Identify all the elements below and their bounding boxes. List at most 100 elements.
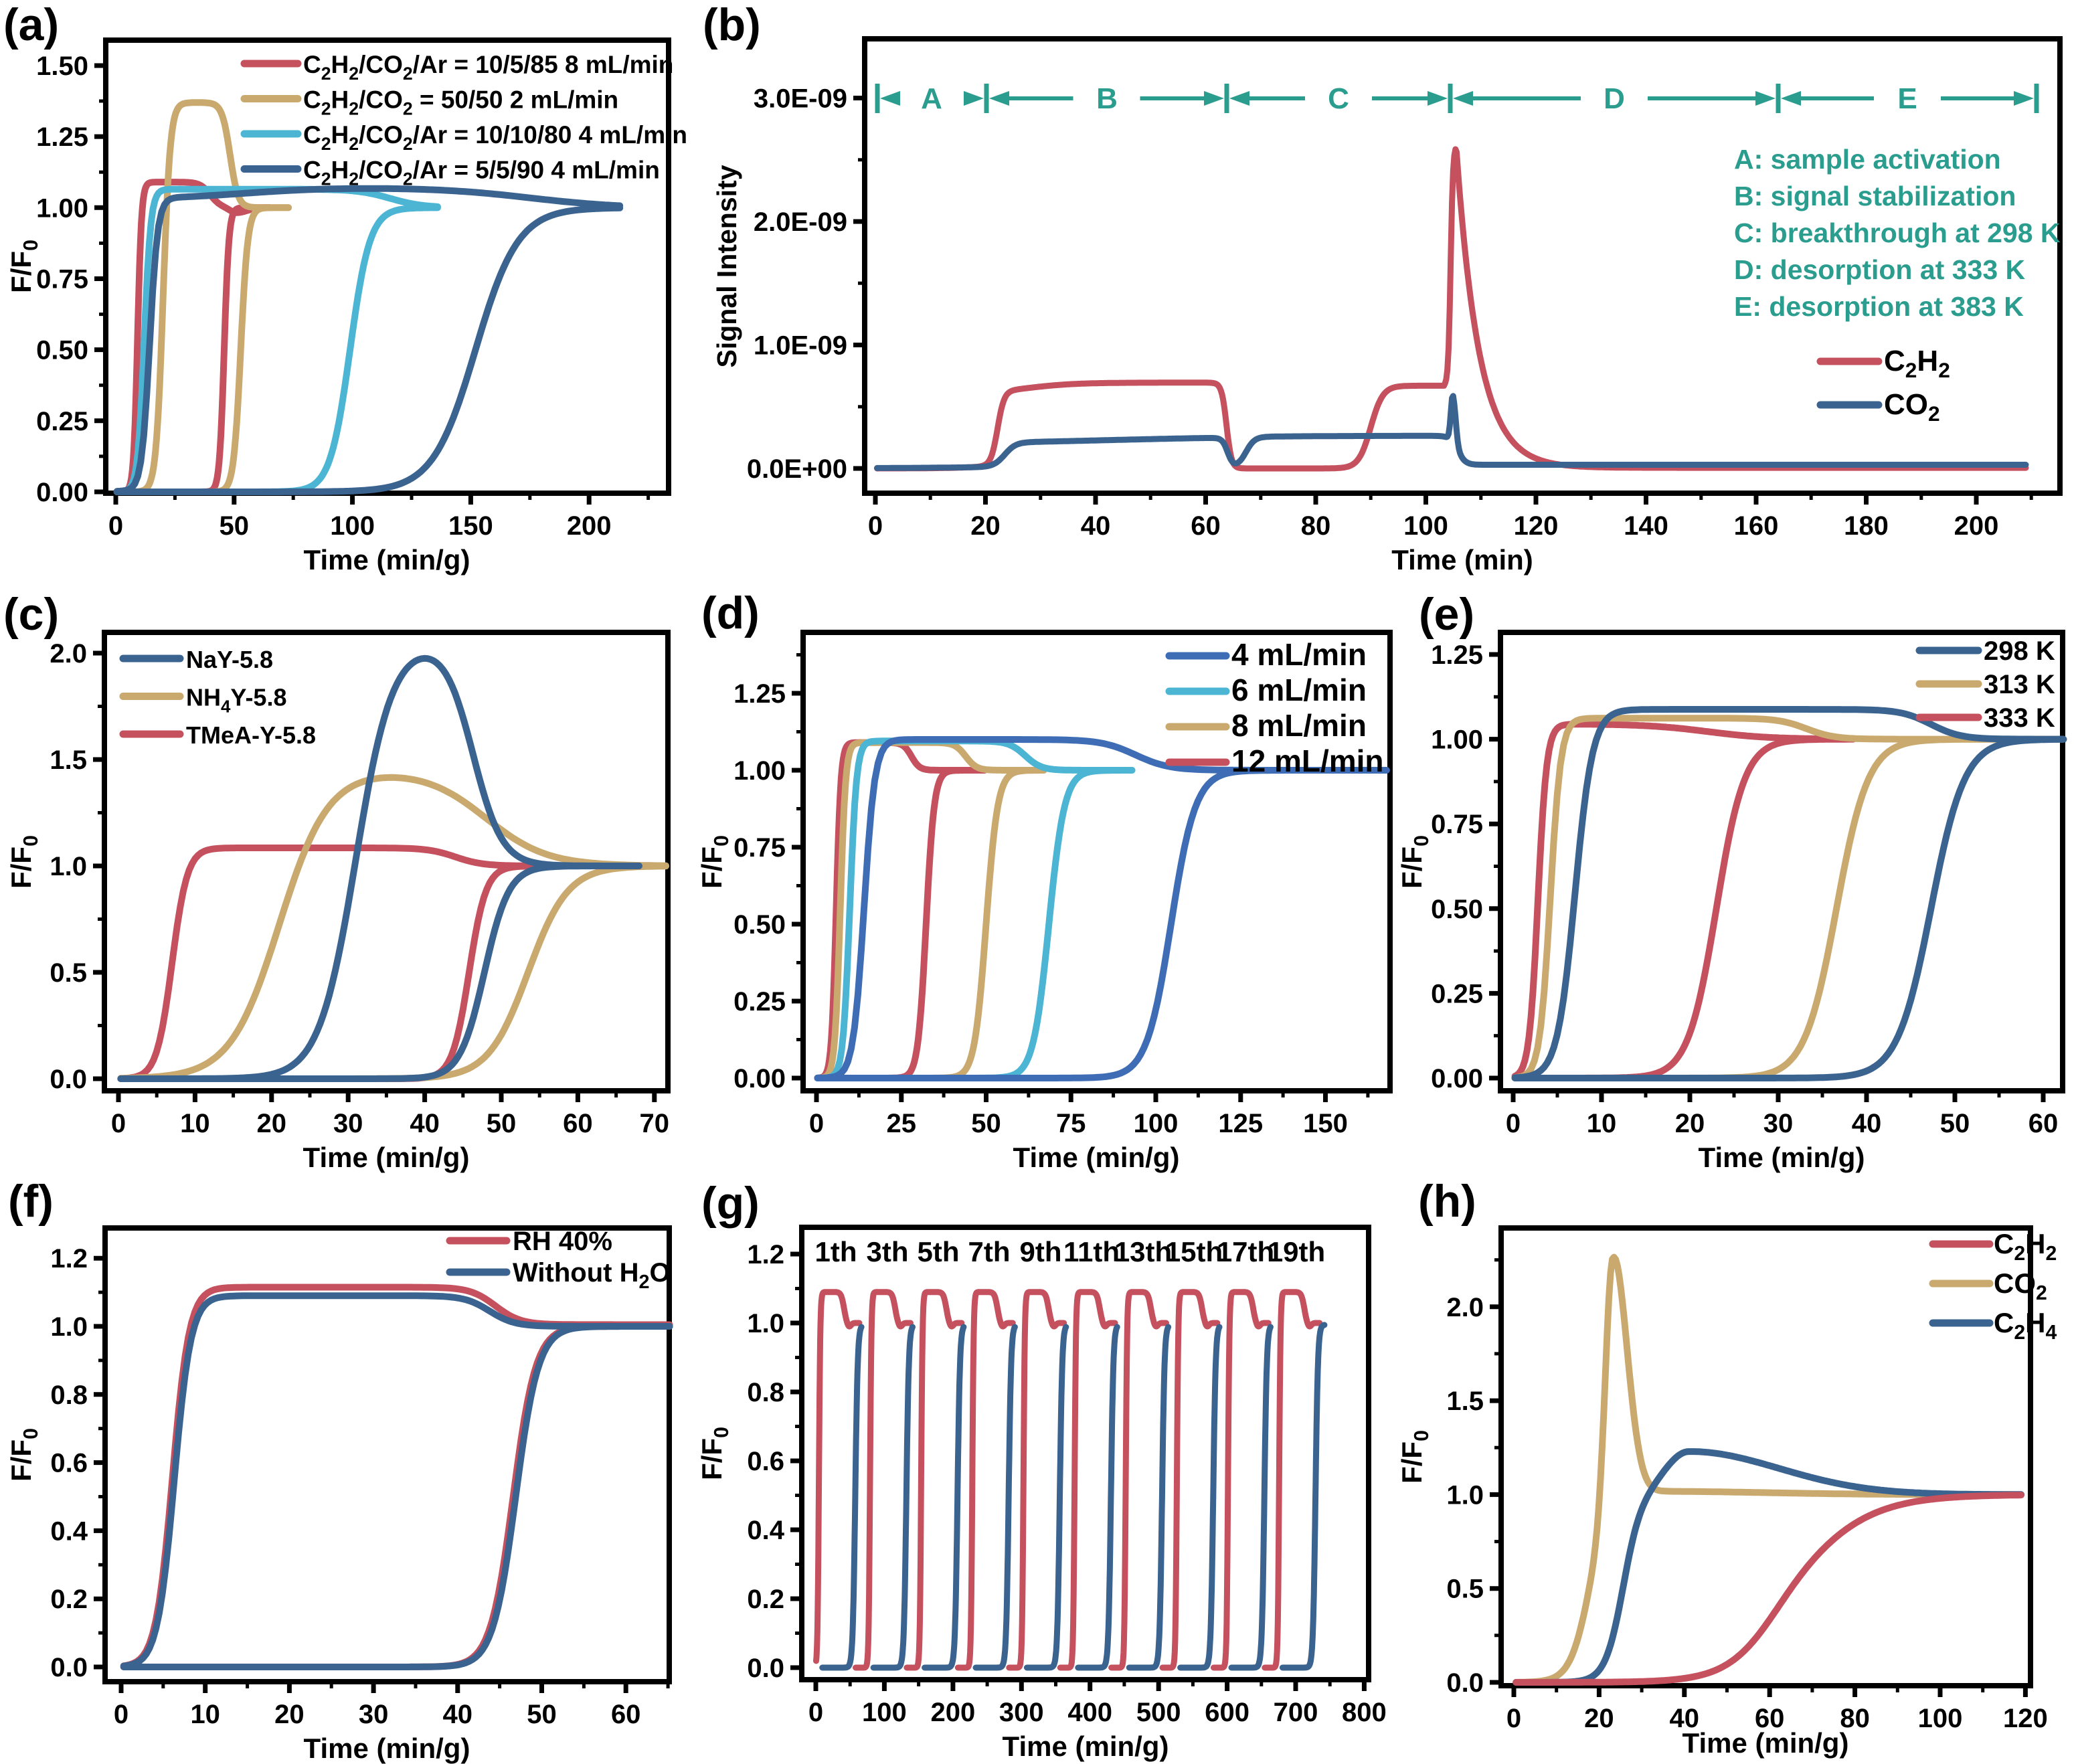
svg-text:5th: 5th — [918, 1236, 960, 1267]
svg-text:NaY-5.8: NaY-5.8 — [186, 646, 273, 673]
svg-text:0.8: 0.8 — [50, 1381, 88, 1410]
svg-text:0: 0 — [114, 1700, 128, 1729]
svg-text:Time (min/g): Time (min/g) — [1003, 1731, 1169, 1762]
svg-text:1.0: 1.0 — [1446, 1480, 1484, 1510]
svg-text:160: 160 — [1734, 511, 1779, 541]
svg-text:700: 700 — [1274, 1698, 1318, 1727]
svg-text:1.00: 1.00 — [36, 193, 88, 223]
svg-text:Time (min): Time (min) — [1391, 544, 1533, 576]
svg-text:0.0: 0.0 — [1446, 1668, 1484, 1698]
svg-text:1th: 1th — [815, 1236, 857, 1267]
svg-text:0.6: 0.6 — [747, 1447, 784, 1476]
svg-text:1.2: 1.2 — [747, 1240, 784, 1269]
svg-text:40: 40 — [1670, 1704, 1700, 1733]
svg-text:Time (min/g): Time (min/g) — [1699, 1142, 1865, 1173]
svg-text:NH4​Y-5.8: NH4​Y-5.8 — [186, 684, 286, 717]
svg-text:50: 50 — [527, 1700, 557, 1729]
svg-text:0: 0 — [111, 1109, 126, 1138]
svg-text:17th: 17th — [1217, 1236, 1274, 1267]
svg-text:19th: 19th — [1268, 1236, 1325, 1267]
svg-text:60: 60 — [1755, 1704, 1785, 1733]
svg-text:11th: 11th — [1063, 1236, 1120, 1267]
svg-text:20: 20 — [1584, 1704, 1614, 1733]
svg-text:C: breakthrough at 298 K: C: breakthrough at 298 K — [1734, 217, 2061, 248]
svg-text:0: 0 — [1506, 1704, 1521, 1733]
svg-text:40: 40 — [1081, 511, 1111, 541]
svg-text:0: 0 — [868, 511, 883, 541]
svg-text:60: 60 — [611, 1700, 641, 1729]
svg-text:0.8: 0.8 — [747, 1378, 784, 1407]
svg-text:100: 100 — [1403, 511, 1448, 541]
svg-text:200: 200 — [931, 1698, 976, 1727]
svg-text:0.50: 0.50 — [36, 336, 88, 365]
svg-text:1.00: 1.00 — [1431, 725, 1483, 755]
svg-text:0.75: 0.75 — [733, 833, 786, 863]
svg-text:Time (min/g): Time (min/g) — [1682, 1727, 1849, 1759]
svg-text:13th: 13th — [1114, 1236, 1172, 1267]
svg-text:40: 40 — [410, 1109, 440, 1138]
svg-text:Time (min/g): Time (min/g) — [1013, 1142, 1180, 1173]
svg-text:C2​H4​: C2​H4​ — [1994, 1307, 2057, 1344]
svg-text:12 mL/min: 12 mL/min — [1231, 743, 1384, 778]
svg-text:Time (min/g): Time (min/g) — [304, 1733, 470, 1764]
svg-text:0: 0 — [108, 511, 123, 541]
svg-text:(g): (g) — [701, 1178, 760, 1229]
svg-text:333 K: 333 K — [1984, 703, 2055, 733]
svg-text:(h): (h) — [1418, 1176, 1476, 1227]
svg-text:D: D — [1604, 82, 1625, 115]
svg-text:10: 10 — [180, 1109, 210, 1138]
svg-text:0.0: 0.0 — [50, 1065, 87, 1094]
svg-text:100: 100 — [1134, 1109, 1179, 1138]
svg-text:20: 20 — [1675, 1109, 1705, 1138]
svg-text:60: 60 — [2028, 1109, 2059, 1138]
svg-text:C: C — [1328, 82, 1349, 115]
svg-text:60: 60 — [563, 1109, 593, 1138]
svg-text:7th: 7th — [968, 1236, 1011, 1267]
svg-text:0.0: 0.0 — [747, 1654, 784, 1683]
svg-text:0.00: 0.00 — [1431, 1064, 1483, 1093]
svg-text:50: 50 — [1940, 1109, 1970, 1138]
svg-text:1.2: 1.2 — [50, 1244, 88, 1273]
svg-text:E: E — [1897, 82, 1917, 115]
svg-text:0.4: 0.4 — [747, 1516, 784, 1545]
svg-text:30: 30 — [359, 1700, 389, 1729]
svg-text:2.0: 2.0 — [1446, 1293, 1484, 1322]
svg-text:C2​H2​/CO2​/Ar = 10/10/80 4 mL: C2​H2​/CO2​/Ar = 10/10/80 4 mL/min — [303, 121, 687, 154]
svg-text:30: 30 — [333, 1109, 363, 1138]
svg-text:100: 100 — [862, 1698, 907, 1727]
svg-text:60: 60 — [1191, 511, 1221, 541]
svg-text:0.4: 0.4 — [50, 1516, 88, 1546]
svg-text:200: 200 — [567, 511, 612, 541]
svg-text:0.00: 0.00 — [733, 1064, 786, 1093]
svg-text:9th: 9th — [1020, 1236, 1062, 1267]
svg-text:1.0: 1.0 — [747, 1309, 784, 1338]
svg-text:0.75: 0.75 — [36, 265, 88, 294]
svg-text:0.5: 0.5 — [50, 958, 87, 988]
svg-text:10: 10 — [190, 1700, 220, 1729]
svg-text:(d): (d) — [701, 588, 760, 638]
svg-text:150: 150 — [448, 511, 493, 541]
svg-text:1.25: 1.25 — [733, 679, 786, 709]
svg-text:1.0E-09: 1.0E-09 — [754, 331, 847, 361]
svg-text:(a): (a) — [3, 0, 59, 50]
svg-text:180: 180 — [1844, 511, 1889, 541]
svg-text:20: 20 — [274, 1700, 305, 1729]
svg-text:80: 80 — [1840, 1704, 1870, 1733]
svg-text:4 mL/min: 4 mL/min — [1231, 637, 1367, 672]
svg-text:B: B — [1096, 82, 1118, 115]
svg-text:Time (min/g): Time (min/g) — [304, 544, 470, 576]
svg-text:120: 120 — [2003, 1704, 2048, 1733]
svg-text:1.50: 1.50 — [36, 52, 88, 81]
svg-text:30: 30 — [1763, 1109, 1794, 1138]
svg-text:40: 40 — [1852, 1109, 1882, 1138]
svg-text:A: sample activation: A: sample activation — [1734, 144, 2001, 175]
svg-text:1.5: 1.5 — [1446, 1387, 1484, 1416]
svg-text:800: 800 — [1342, 1698, 1387, 1727]
svg-text:(b): (b) — [703, 0, 761, 50]
svg-text:3th: 3th — [867, 1236, 909, 1267]
svg-text:150: 150 — [1303, 1109, 1348, 1138]
svg-text:0.25: 0.25 — [733, 987, 786, 1017]
svg-text:(c): (c) — [3, 589, 59, 640]
svg-text:70: 70 — [640, 1109, 670, 1138]
svg-text:298 K: 298 K — [1984, 636, 2055, 666]
